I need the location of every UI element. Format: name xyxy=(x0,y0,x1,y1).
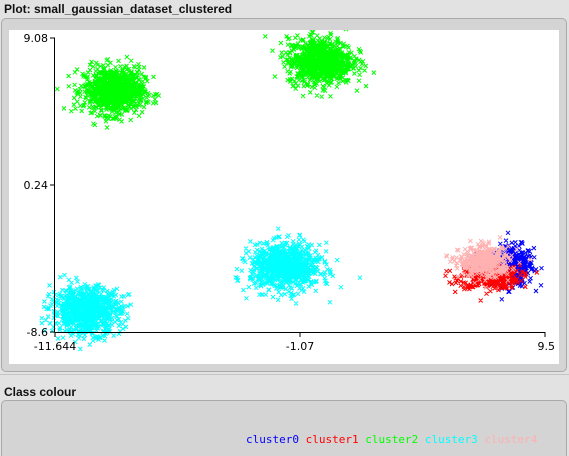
legend-entry-cluster0[interactable]: cluster0 xyxy=(246,433,299,446)
scatter-plot-svg[interactable]: 9.08 0.24 -8.6-11.644 -1.07 9.5 xyxy=(9,30,559,364)
scatter-plot-area[interactable]: 9.08 0.24 -8.6 -11.644 -1.07 9.5 xyxy=(9,30,559,364)
legend-entry-cluster1[interactable]: cluster1 xyxy=(305,433,359,446)
x-tick-label: -11.644 xyxy=(34,340,76,353)
panel-divider xyxy=(0,374,569,375)
x-tick-label: 9.5 xyxy=(538,340,556,353)
data-point-markers xyxy=(54,54,162,130)
class-colour-panel xyxy=(1,400,567,456)
series-cluster2-3 xyxy=(262,30,377,100)
data-point-markers xyxy=(262,30,377,100)
series-cluster3-4 xyxy=(233,226,363,306)
data-point-markers xyxy=(233,226,363,306)
legend-entry-cluster2[interactable]: cluster2 xyxy=(365,433,419,446)
data-point-markers xyxy=(39,272,134,352)
class-colour-legend: cluster0 cluster1 cluster2 cluster3 clus… xyxy=(246,433,537,446)
class-colour-title: Class colour xyxy=(4,385,77,399)
series-cluster4-6 xyxy=(444,235,533,290)
data-point-markers xyxy=(444,235,533,290)
y-tick-label: 9.08 xyxy=(24,32,49,45)
points-layer xyxy=(39,30,544,352)
legend-entry-cluster3[interactable]: cluster3 xyxy=(424,433,478,446)
series-cluster3-5 xyxy=(39,272,134,352)
axes-layer: 9.08 0.24 -8.6-11.644 -1.07 9.5 xyxy=(24,32,556,353)
y-tick-label: -8.6 xyxy=(27,326,48,339)
x-tick-label: -1.07 xyxy=(286,340,314,353)
series-cluster2-2 xyxy=(54,54,162,130)
plot-title: Plot: small_gaussian_dataset_clustered xyxy=(4,2,233,16)
y-tick-label: 0.24 xyxy=(24,179,49,192)
legend-entry-cluster4[interactable]: cluster4 xyxy=(484,433,538,446)
